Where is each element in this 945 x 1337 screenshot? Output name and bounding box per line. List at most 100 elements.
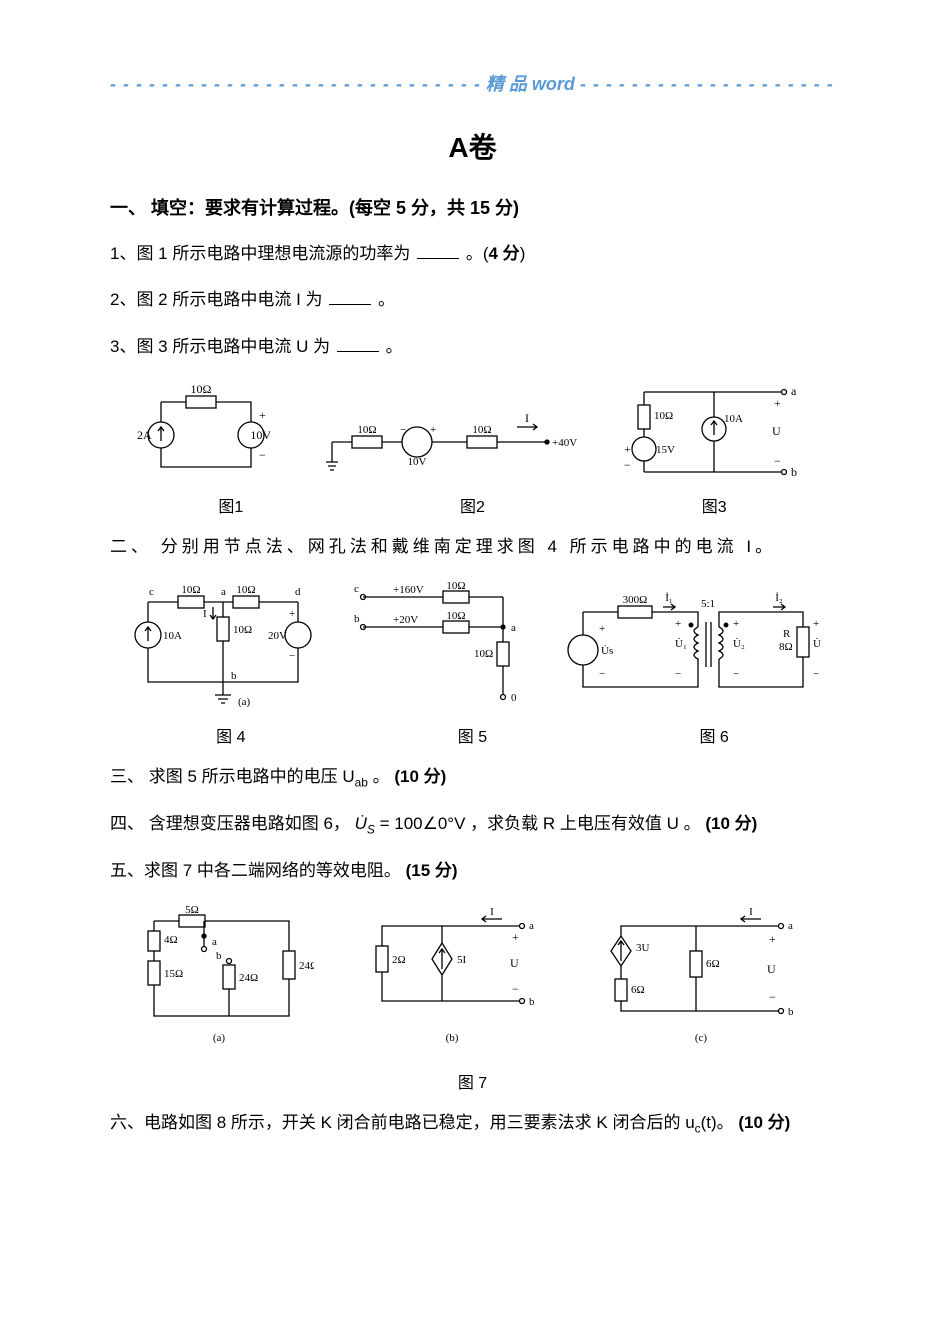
- fig6-rl: R: [783, 628, 791, 640]
- header-left-dashes: - - - - - - - - - - - - - - - - - - - - …: [110, 74, 481, 94]
- s6-mid: (t)。: [701, 1113, 734, 1132]
- fig7b-sub: (b): [446, 1032, 459, 1044]
- fig5-b: b: [354, 613, 360, 625]
- circuit-fig2-svg: 10Ω 10V − + 10Ω I +40V: [322, 397, 582, 487]
- fig7a-a: a: [212, 936, 217, 948]
- q3-blank: [337, 334, 379, 352]
- fig2-r1: 10Ω: [358, 424, 377, 436]
- s5-text: 五、求图 7 中各二端网络的等效电阻。: [110, 861, 401, 880]
- figure-2: 10Ω 10V − + 10Ω I +40V: [322, 397, 582, 487]
- s5-points: (15 分): [406, 861, 458, 880]
- q1-close: ): [520, 244, 526, 263]
- fig7a-b: b: [216, 950, 222, 962]
- figure-row-1-captions: 图1 图2 图3: [110, 493, 835, 517]
- header-right-dashes: - - - - - - - - - - - - - - - - - - - - …: [580, 74, 835, 94]
- svg-text:+: +: [599, 623, 605, 635]
- fig7a-rtop: 5Ω: [185, 904, 199, 916]
- fig1-caption: 图1: [218, 493, 243, 517]
- fig2-v1: 10V: [408, 456, 427, 468]
- svg-text:10V: 10V: [250, 428, 271, 442]
- s4-points: (10 分): [705, 814, 757, 833]
- fig7c-u: U: [767, 962, 776, 976]
- question-1: 1、图 1 所示电路中理想电流源的功率为 。(4 分): [110, 238, 835, 270]
- section5-line: 五、求图 7 中各二端网络的等效电阻。 (15 分): [110, 855, 835, 887]
- fig7a-rr: 24Ω: [299, 960, 314, 972]
- figure-7a: 5Ω 4Ω 15Ω 24Ω 24Ω a b (a): [134, 901, 314, 1051]
- figure-3: 10Ω 10A 15V + − a b + U −: [624, 377, 814, 487]
- svg-text:−: −: [512, 982, 519, 996]
- figure-4: c a d b 10Ω 10Ω 10Ω 10A 20V + − I (a): [123, 577, 323, 717]
- svg-text:−: −: [813, 668, 819, 680]
- svg-text:+: +: [675, 618, 681, 630]
- fig4-r1: 10Ω: [181, 584, 200, 596]
- q1-points: 4 分: [489, 244, 520, 263]
- fig2-v2: +40V: [552, 437, 577, 449]
- fig7b-src: 5I: [457, 954, 467, 966]
- fig6-i2: İ₂: [775, 592, 783, 604]
- fig7c-i: I: [749, 906, 753, 918]
- fig4-sub: (a): [238, 696, 251, 708]
- fig7c-r2: 6Ω: [631, 984, 645, 996]
- svg-text:+: +: [259, 408, 266, 422]
- q1-text-before: 1、图 1 所示电路中理想电流源的功率为: [110, 244, 410, 263]
- fig3-u: U: [772, 424, 781, 438]
- fig4-d: d: [295, 586, 301, 598]
- fig6-ratio: 5:1: [700, 598, 714, 610]
- fig7b-r: 2Ω: [392, 954, 406, 966]
- q2-text-before: 2、图 2 所示电路中电流 I 为: [110, 290, 323, 309]
- fig7a-rm: 24Ω: [239, 972, 258, 984]
- svg-text:+: +: [733, 618, 739, 630]
- svg-text:−: −: [769, 990, 776, 1004]
- fig5-r1: 10Ω: [446, 580, 465, 592]
- figure-7b: 2Ω 5I I a b + U − (b): [362, 901, 552, 1051]
- figure-row-1: 10Ω 2A 10V + −: [110, 377, 835, 487]
- fig7c-b: b: [788, 1006, 794, 1018]
- fig7a-rl1: 4Ω: [164, 934, 178, 946]
- s4-after: ，求负载 R 上电压有效值 U 。: [470, 814, 700, 833]
- question-3: 3、图 3 所示电路中电流 U 为 。: [110, 331, 835, 363]
- fig4-isrc: 10A: [163, 630, 182, 642]
- fig4-b: b: [231, 670, 237, 682]
- circuit-fig5-svg: c b a 0 +160V 10Ω +20V 10Ω 10Ω: [348, 577, 538, 717]
- svg-text:+: +: [813, 618, 819, 630]
- fig5-v2: +20V: [393, 614, 418, 626]
- fig3-isrc: 10A: [724, 413, 743, 425]
- svg-text:−: −: [774, 454, 781, 468]
- q2-blank: [329, 287, 371, 305]
- svg-text:−: −: [289, 650, 295, 662]
- fig4-c: c: [149, 586, 154, 598]
- fig5-r3: 10Ω: [474, 648, 493, 660]
- header-center-label: 精 品 word: [486, 74, 580, 94]
- svg-text:−: −: [675, 668, 681, 680]
- s3-before: 三、 求图 5 所示电路中的电压 U: [110, 767, 355, 786]
- fig4-i: I: [203, 608, 207, 620]
- svg-text:+: +: [624, 442, 631, 456]
- fig5-a: a: [511, 622, 516, 634]
- fig5-0: 0: [511, 692, 517, 704]
- q1-blank: [417, 241, 459, 259]
- circuit-fig1-svg: 10Ω 2A 10V + −: [131, 377, 281, 487]
- fig7a-sub: (a): [213, 1032, 226, 1044]
- fig4-a: a: [221, 586, 226, 598]
- s3-after: 。: [373, 767, 390, 786]
- fig5-r2: 10Ω: [446, 610, 465, 622]
- fig7c-a: a: [788, 920, 793, 932]
- fig3-b: b: [791, 465, 797, 479]
- fig4-r2: 10Ω: [236, 584, 255, 596]
- fig7c-sub: (c): [695, 1032, 708, 1044]
- question-2: 2、图 2 所示电路中电流 I 为 。: [110, 284, 835, 316]
- page-header-rule: - - - - - - - - - - - - - - - - - - - - …: [110, 70, 835, 96]
- document-page: - - - - - - - - - - - - - - - - - - - - …: [0, 0, 945, 1337]
- figure-1: 10Ω 2A 10V + −: [131, 377, 281, 487]
- fig3-vsrc: 15V: [656, 444, 675, 456]
- fig1-src-label: 2A: [137, 428, 152, 442]
- fig7b-u: U: [510, 956, 519, 970]
- fig4-r3: 10Ω: [233, 624, 252, 636]
- figure-5: c b a 0 +160V 10Ω +20V 10Ω 10Ω: [348, 577, 538, 717]
- svg-text:−: −: [599, 668, 605, 680]
- svg-text:−: −: [400, 424, 406, 436]
- svg-text:+: +: [774, 396, 781, 410]
- figure-row-2: c a d b 10Ω 10Ω 10Ω 10A 20V + − I (a): [110, 577, 835, 717]
- fig6-rlval: 8Ω: [779, 641, 793, 653]
- fig3-r: 10Ω: [654, 410, 673, 422]
